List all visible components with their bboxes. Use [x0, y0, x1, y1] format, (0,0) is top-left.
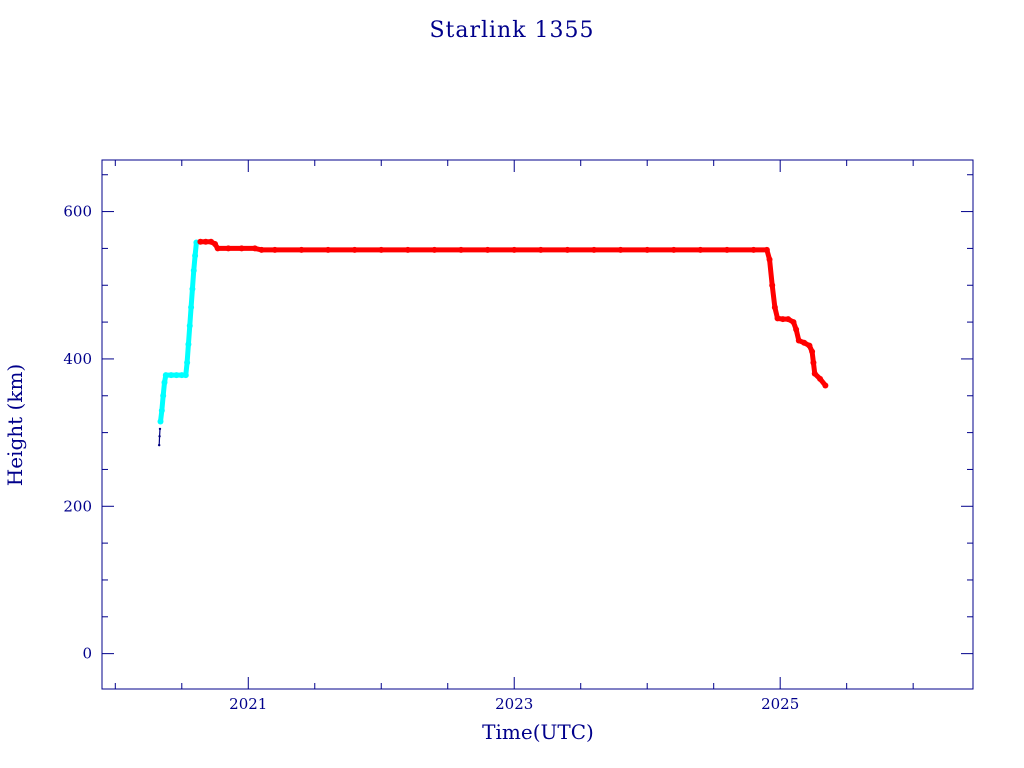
data-point — [161, 379, 168, 386]
data-point — [158, 407, 165, 414]
data-point — [817, 375, 824, 382]
data-point — [779, 316, 786, 323]
data-point — [644, 246, 651, 253]
data-point — [214, 245, 221, 252]
data-points — [157, 238, 829, 447]
chart-title: Starlink 1355 — [429, 18, 594, 43]
data-point — [192, 252, 199, 259]
data-point — [458, 246, 465, 253]
data-point — [801, 339, 808, 346]
plot-frame — [101, 159, 974, 690]
data-point — [225, 245, 232, 252]
data-point — [184, 359, 191, 366]
data-point — [591, 246, 598, 253]
data-point — [189, 285, 196, 292]
data-point — [271, 246, 278, 253]
data-point — [378, 246, 385, 253]
data-point — [168, 372, 175, 379]
data-point — [404, 246, 411, 253]
data-point — [484, 246, 491, 253]
y-tick-label: 600 — [63, 203, 92, 221]
data-point — [162, 372, 169, 379]
data-point — [809, 348, 816, 355]
data-point — [160, 392, 167, 399]
data-point — [182, 372, 189, 379]
data-point — [511, 246, 518, 253]
data-point — [806, 342, 813, 349]
data-point — [763, 246, 770, 253]
data-point — [785, 316, 792, 323]
data-point — [431, 246, 438, 253]
data-point — [188, 304, 195, 311]
series-trace — [200, 239, 828, 388]
data-point — [158, 427, 162, 431]
data-point — [537, 246, 544, 253]
data-point — [790, 319, 797, 326]
data-point — [190, 267, 197, 274]
data-point — [351, 246, 358, 253]
y-tick-label: 400 — [63, 350, 92, 368]
data-point — [766, 256, 773, 263]
data-point — [186, 322, 193, 329]
data-point — [173, 372, 180, 379]
data-point — [212, 240, 219, 247]
data-point — [251, 245, 258, 252]
data-point — [795, 337, 802, 344]
data-point — [617, 246, 624, 253]
y-axis-label: Height (km) — [3, 364, 27, 486]
data-point — [325, 246, 332, 253]
y-tick-label: 0 — [82, 645, 92, 663]
data-point — [157, 443, 161, 447]
data-point — [750, 246, 757, 253]
data-point — [157, 418, 164, 425]
axis-ticks — [102, 160, 973, 689]
data-point — [298, 246, 305, 253]
data-point — [564, 246, 571, 253]
data-point — [202, 238, 209, 245]
data-point — [258, 246, 265, 253]
data-point — [697, 246, 704, 253]
data-point — [197, 238, 204, 245]
data-point — [774, 315, 781, 322]
y-tick-label: 200 — [63, 497, 92, 515]
data-point — [238, 245, 245, 252]
axis-tick-labels: 0 200 400 600 2021 2023 2025 — [63, 203, 799, 713]
data-point — [810, 359, 817, 366]
data-point — [793, 326, 800, 333]
data-point — [822, 382, 829, 389]
data-point — [670, 246, 677, 253]
x-tick-label: 2025 — [761, 695, 799, 713]
data-point — [771, 304, 778, 311]
data-point — [158, 435, 161, 438]
x-tick-label: 2021 — [229, 695, 267, 713]
data-point — [811, 370, 818, 377]
data-point — [769, 282, 776, 289]
x-tick-label: 2023 — [495, 695, 533, 713]
x-axis-label: Time(UTC) — [482, 720, 594, 744]
data-point — [723, 246, 730, 253]
data-point — [185, 341, 192, 348]
